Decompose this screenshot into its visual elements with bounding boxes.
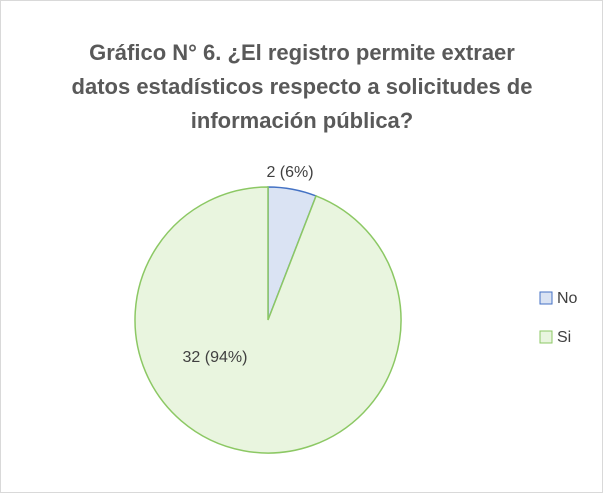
legend-swatch (539, 330, 553, 344)
data-label: 2 (6%) (266, 164, 313, 181)
legend-label: Si (557, 329, 571, 346)
pie-slice (134, 186, 402, 454)
data-label: 32 (94%) (183, 349, 248, 366)
legend-swatch (539, 291, 553, 305)
legend-label: No (557, 290, 578, 307)
chart-title: Gráfico N° 6. ¿El registro permite extra… (71, 40, 533, 133)
